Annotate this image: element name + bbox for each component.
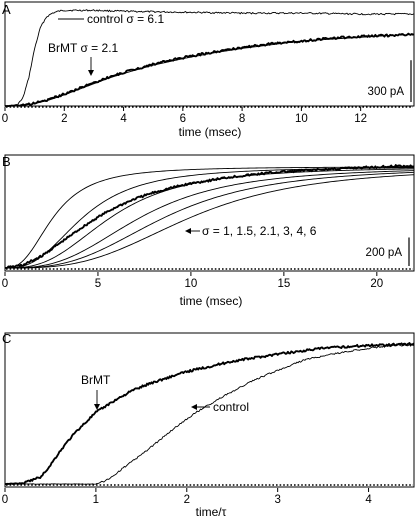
panel-b-frame: [4, 154, 415, 272]
panel-a-x-tick-label: 10: [295, 113, 308, 125]
panel-b-series: [4, 164, 415, 269]
panel-c-x-tick-label: 4: [365, 494, 372, 506]
annotation-control-sigma-label: control σ = 6.1: [87, 12, 164, 26]
panel-a-x-axis-title: time (msec): [179, 125, 242, 139]
panel-c-x-ticks: 0 1 2 3 4: [2, 488, 372, 506]
panel-b-series-data: [4, 164, 415, 269]
panel-b-x-axis-title: time (msec): [180, 294, 243, 308]
panel-b-x-tick-label: 0: [2, 278, 8, 290]
panel-c-x-tick-label: 0: [2, 494, 8, 506]
panel-b-scalebar-label: 200 pA: [366, 247, 403, 259]
annotation-brmt-label: BrMT: [81, 373, 111, 387]
panel-b-x-tick-label: 10: [185, 278, 198, 290]
panel-a-x-tick-label: 2: [61, 113, 67, 125]
panel-a-scalebar-label: 300 pA: [368, 86, 405, 98]
panel-a-x-tick-label: 0: [2, 113, 8, 125]
panel-a: A 0 2 4 6 8 10 12 300 pA time (msec) control σ…: [2, 1, 415, 139]
panel-c: C 0 1 2 3 4 time/τ BrMT control: [2, 331, 415, 519]
panel-a-series-fit: [4, 34, 415, 107]
fit-curve-sigma: [5, 171, 415, 269]
annotation-control: control: [191, 400, 249, 414]
fit-curve-sigma: [4, 167, 415, 269]
panel-c-series: [4, 342, 415, 486]
panel-a-x-tick-label: 6: [180, 113, 186, 125]
annotation-sigma-values: σ = 1, 1.5, 2.1, 3, 4, 6: [185, 224, 317, 238]
panel-c-x-tick-label: 3: [274, 494, 280, 506]
panel-b-x-tick-label: 20: [370, 278, 383, 290]
panel-a-x-tick-label: 8: [239, 113, 245, 125]
annotation-sigma-values-label: σ = 1, 1.5, 2.1, 3, 4, 6: [202, 224, 317, 238]
annotation-control-label: control: [213, 400, 249, 414]
annotation-brmt: BrMT: [81, 373, 111, 410]
panel-a-series-control: [4, 9, 415, 107]
panel-b-x-ticks: 0 5 10 15 20: [2, 272, 383, 290]
panel-c-series-control: [4, 344, 415, 485]
panel-c-frame: [4, 332, 415, 488]
panel-b-x-tick-label: 15: [277, 278, 290, 290]
panel-b-fit-curves: [4, 166, 415, 269]
panel-a-x-ticks: 0 2 4 6 8 10 12: [2, 107, 367, 125]
panel-a-frame: [4, 1, 415, 107]
panel-a-series: [4, 9, 415, 108]
panel-c-x-tick-label: 1: [93, 494, 99, 506]
panel-b-letter: B: [2, 154, 11, 169]
panel-a-x-tick-label: 12: [354, 113, 367, 125]
panel-a-x-tick-label: 4: [120, 113, 127, 125]
panel-b: B 0 5 10 15 20 200 pA time (msec) σ = 1, 1.5…: [2, 154, 415, 308]
panel-c-x-axis-title: time/τ: [196, 505, 227, 519]
annotation-brmt-sigma-label: BrMT σ = 2.1: [48, 41, 119, 55]
panel-c-letter: C: [2, 331, 11, 346]
fit-curve-sigma: [5, 170, 415, 269]
panel-b-x-tick-label: 5: [95, 278, 101, 290]
panel-a-letter: A: [2, 2, 11, 17]
fit-curve-sigma: [5, 168, 415, 269]
fit-curve-sigma: [5, 174, 415, 269]
annotation-control-sigma: control σ = 6.1: [58, 12, 164, 26]
fit-curve-sigma: [4, 166, 415, 269]
panel-c-x-tick-label: 2: [184, 494, 190, 506]
annotation-brmt-sigma: BrMT σ = 2.1: [48, 41, 119, 76]
panel-c-series-brmt: [4, 342, 415, 486]
